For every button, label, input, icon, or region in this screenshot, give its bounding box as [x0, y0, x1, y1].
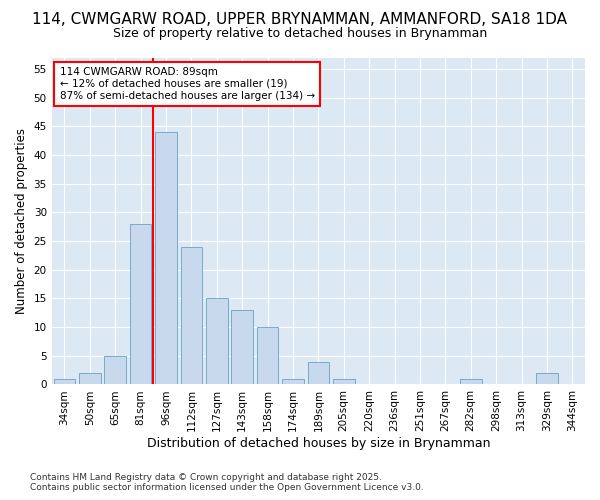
- Text: Contains HM Land Registry data © Crown copyright and database right 2025.
Contai: Contains HM Land Registry data © Crown c…: [30, 473, 424, 492]
- Bar: [155, 132, 177, 384]
- Bar: [53, 378, 75, 384]
- Bar: [232, 310, 253, 384]
- Bar: [333, 378, 355, 384]
- Y-axis label: Number of detached properties: Number of detached properties: [15, 128, 28, 314]
- Text: 114 CWMGARW ROAD: 89sqm
← 12% of detached houses are smaller (19)
87% of semi-de: 114 CWMGARW ROAD: 89sqm ← 12% of detache…: [59, 68, 315, 100]
- Bar: [257, 327, 278, 384]
- Bar: [460, 378, 482, 384]
- Bar: [79, 373, 101, 384]
- Bar: [536, 373, 557, 384]
- Bar: [181, 247, 202, 384]
- Bar: [130, 224, 151, 384]
- Bar: [282, 378, 304, 384]
- X-axis label: Distribution of detached houses by size in Brynamman: Distribution of detached houses by size …: [146, 437, 490, 450]
- Text: Size of property relative to detached houses in Brynamman: Size of property relative to detached ho…: [113, 28, 487, 40]
- Bar: [104, 356, 126, 384]
- Bar: [308, 362, 329, 384]
- Bar: [206, 298, 227, 384]
- Text: 114, CWMGARW ROAD, UPPER BRYNAMMAN, AMMANFORD, SA18 1DA: 114, CWMGARW ROAD, UPPER BRYNAMMAN, AMMA…: [32, 12, 568, 28]
